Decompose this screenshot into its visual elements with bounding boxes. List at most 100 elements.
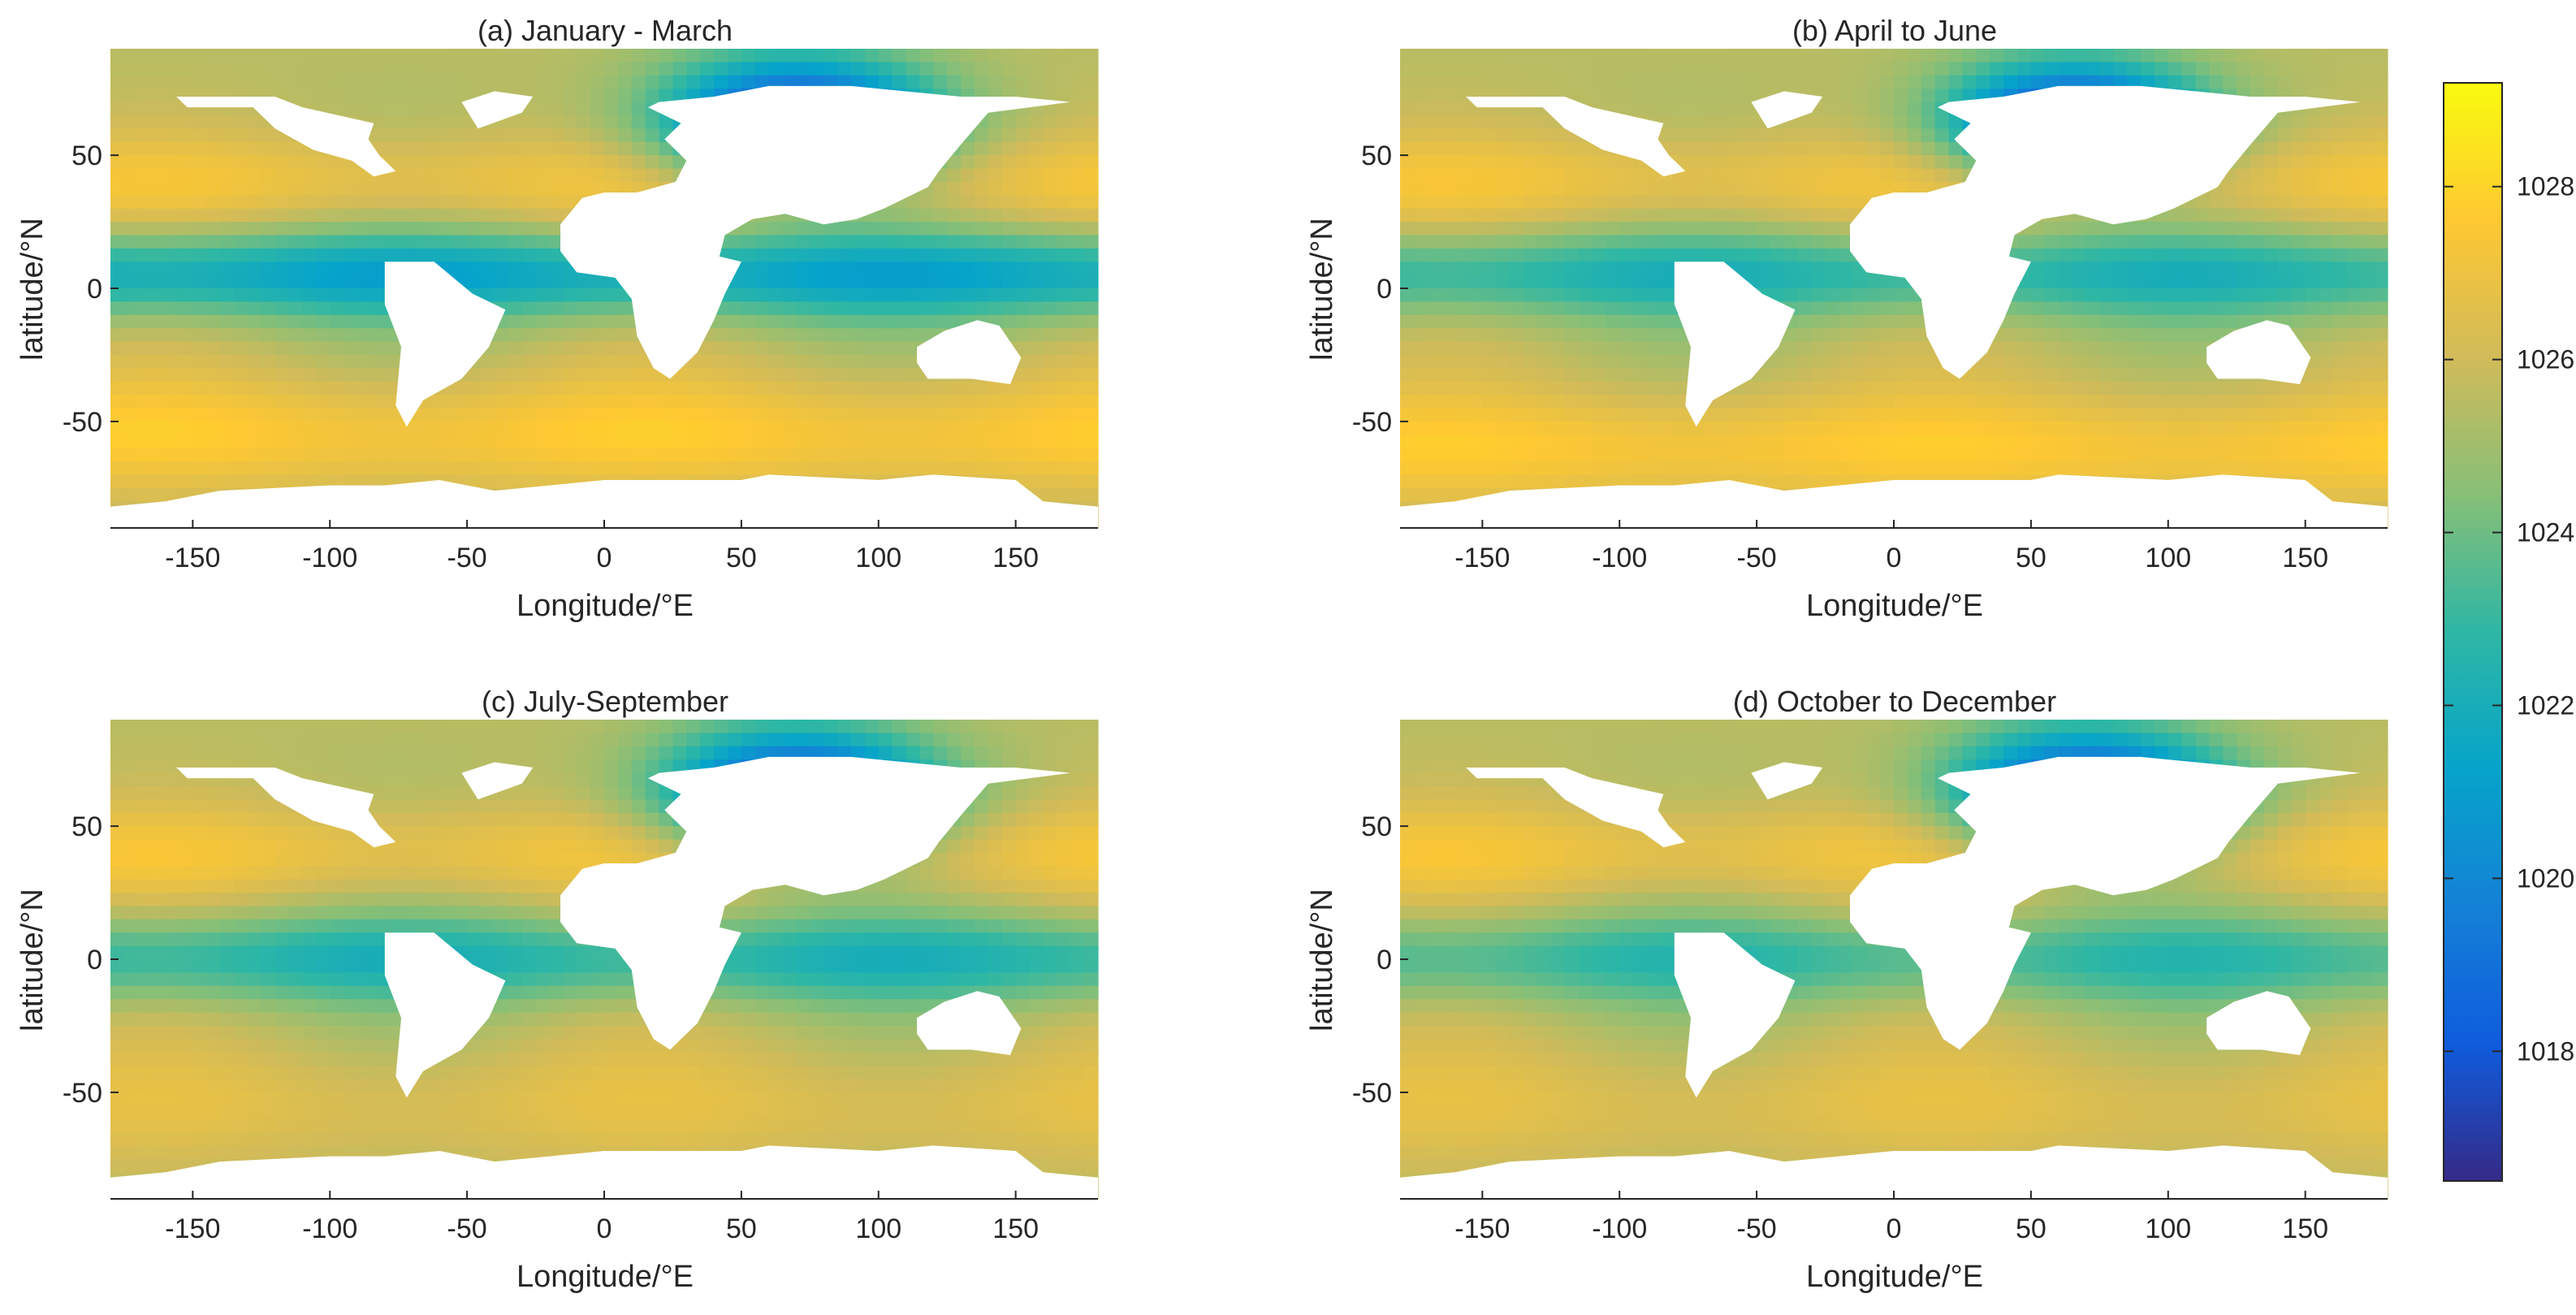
heatmap-cell bbox=[439, 102, 454, 116]
heatmap-cell bbox=[316, 368, 331, 383]
heatmap-cell bbox=[1084, 222, 1099, 236]
heatmap-cell bbox=[179, 408, 193, 422]
heatmap-cell bbox=[535, 328, 551, 343]
heatmap-cell bbox=[1550, 181, 1566, 196]
heatmap-cell bbox=[288, 408, 304, 422]
heatmap-cell bbox=[590, 435, 605, 449]
heatmap-cell bbox=[220, 115, 235, 129]
heatmap-cell bbox=[837, 222, 852, 236]
heatmap-cell bbox=[2195, 328, 2211, 343]
heatmap-cell bbox=[1811, 301, 1826, 316]
heatmap-cell bbox=[123, 128, 139, 143]
heatmap-cell bbox=[137, 288, 153, 302]
heatmap-cell bbox=[563, 341, 577, 356]
heatmap-cell bbox=[1070, 421, 1085, 435]
heatmap-cell bbox=[2319, 195, 2334, 210]
heatmap-cell bbox=[1496, 49, 1511, 63]
heatmap-cell bbox=[837, 49, 852, 63]
heatmap-cell bbox=[2346, 328, 2361, 343]
heatmap-cell bbox=[1413, 208, 1428, 223]
heatmap-cell bbox=[521, 368, 537, 383]
heatmap-cell bbox=[357, 262, 372, 276]
x-tick-label: -150 bbox=[165, 543, 220, 573]
heatmap-cell bbox=[1468, 395, 1483, 409]
heatmap-cell bbox=[2072, 354, 2087, 369]
heatmap-cell bbox=[1524, 448, 1538, 462]
heatmap-cell bbox=[659, 448, 674, 462]
heatmap-cell bbox=[1001, 141, 1017, 156]
heatmap-cell bbox=[1688, 141, 1703, 156]
heatmap-cell bbox=[2113, 341, 2128, 356]
heatmap-cell bbox=[1043, 395, 1057, 409]
heatmap-cell bbox=[165, 262, 180, 276]
heatmap-cell bbox=[1043, 75, 1057, 89]
heatmap-cell bbox=[2332, 461, 2347, 476]
heatmap-cell bbox=[2058, 408, 2073, 422]
heatmap-cell bbox=[933, 181, 948, 196]
heatmap-cell bbox=[1715, 195, 1730, 210]
heatmap-cell bbox=[1070, 368, 1085, 383]
heatmap-cell bbox=[1592, 275, 1606, 289]
heatmap-cell bbox=[1084, 49, 1099, 63]
heatmap-cell bbox=[2250, 75, 2265, 89]
heatmap-cell bbox=[206, 195, 221, 210]
heatmap-cell bbox=[316, 248, 331, 262]
heatmap-cell bbox=[975, 62, 989, 76]
heatmap-area bbox=[110, 49, 1099, 529]
heatmap-cell bbox=[288, 262, 304, 276]
heatmap-cell bbox=[2030, 368, 2046, 383]
heatmap-cell bbox=[247, 155, 262, 170]
heatmap-cell bbox=[370, 128, 386, 143]
heatmap-cell bbox=[1825, 235, 1840, 249]
heatmap-cell bbox=[741, 381, 756, 396]
heatmap-cell bbox=[1948, 62, 1964, 76]
heatmap-cell bbox=[274, 301, 290, 316]
heatmap-cell bbox=[837, 314, 852, 329]
heatmap-cell bbox=[2250, 408, 2265, 422]
heatmap-cell bbox=[1811, 395, 1826, 409]
heatmap-cell bbox=[851, 49, 866, 63]
heatmap-cell bbox=[988, 448, 1003, 462]
heatmap-cell bbox=[2360, 461, 2375, 476]
heatmap-cell bbox=[1057, 461, 1071, 476]
heatmap-cell bbox=[810, 354, 824, 369]
heatmap-cell bbox=[686, 435, 701, 449]
heatmap-cell bbox=[1619, 435, 1634, 449]
heatmap-cell bbox=[961, 448, 975, 462]
heatmap-cell bbox=[344, 461, 358, 476]
heatmap-cell bbox=[1880, 381, 1895, 396]
heatmap-cell bbox=[823, 75, 838, 89]
heatmap-cell bbox=[810, 262, 824, 276]
heatmap-cell bbox=[1537, 288, 1552, 302]
heatmap-cell bbox=[1084, 275, 1099, 289]
heatmap-cell bbox=[179, 262, 193, 276]
heatmap-cell bbox=[1990, 381, 2004, 396]
heatmap-cell bbox=[2319, 354, 2334, 369]
heatmap-cell bbox=[1564, 275, 1580, 289]
heatmap-cell bbox=[714, 368, 728, 383]
heatmap-cell bbox=[247, 222, 262, 236]
heatmap-cell bbox=[357, 314, 372, 329]
heatmap-cell bbox=[2277, 448, 2293, 462]
heatmap-cell bbox=[1701, 448, 1717, 462]
heatmap-cell bbox=[234, 128, 249, 143]
heatmap-cell bbox=[1524, 395, 1538, 409]
heatmap-cell bbox=[247, 395, 262, 409]
heatmap-cell bbox=[2209, 75, 2224, 89]
heatmap-cell bbox=[2360, 354, 2375, 369]
heatmap-cell bbox=[563, 395, 577, 409]
heatmap-cell bbox=[2195, 408, 2211, 422]
heatmap-cell bbox=[1757, 62, 1771, 76]
heatmap-cell bbox=[1537, 49, 1552, 63]
heatmap-cell bbox=[1976, 368, 1990, 383]
heatmap-cell bbox=[1660, 208, 1675, 223]
heatmap-cell bbox=[1043, 314, 1057, 329]
heatmap-cell bbox=[549, 421, 564, 435]
heatmap-cell bbox=[892, 381, 907, 396]
heatmap-cell bbox=[274, 421, 290, 435]
heatmap-cell bbox=[398, 421, 413, 435]
heatmap-cell bbox=[220, 141, 235, 156]
heatmap-cell bbox=[961, 62, 975, 76]
heatmap-cell bbox=[2332, 395, 2347, 409]
heatmap-cell bbox=[192, 408, 207, 422]
